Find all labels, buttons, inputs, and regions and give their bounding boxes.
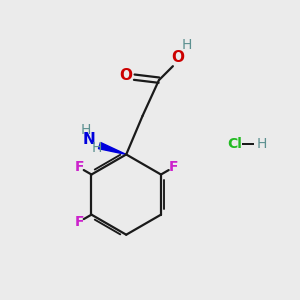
Text: F: F: [74, 160, 84, 174]
Text: H: H: [92, 141, 102, 155]
Text: H: H: [257, 137, 267, 151]
Text: O: O: [120, 68, 133, 83]
Polygon shape: [98, 142, 126, 154]
Text: F: F: [74, 215, 84, 229]
Text: H: H: [81, 123, 91, 137]
Text: O: O: [172, 50, 185, 65]
Text: N: N: [83, 132, 95, 147]
Text: F: F: [169, 160, 178, 174]
Text: Cl: Cl: [227, 137, 242, 151]
Text: H: H: [182, 38, 192, 52]
